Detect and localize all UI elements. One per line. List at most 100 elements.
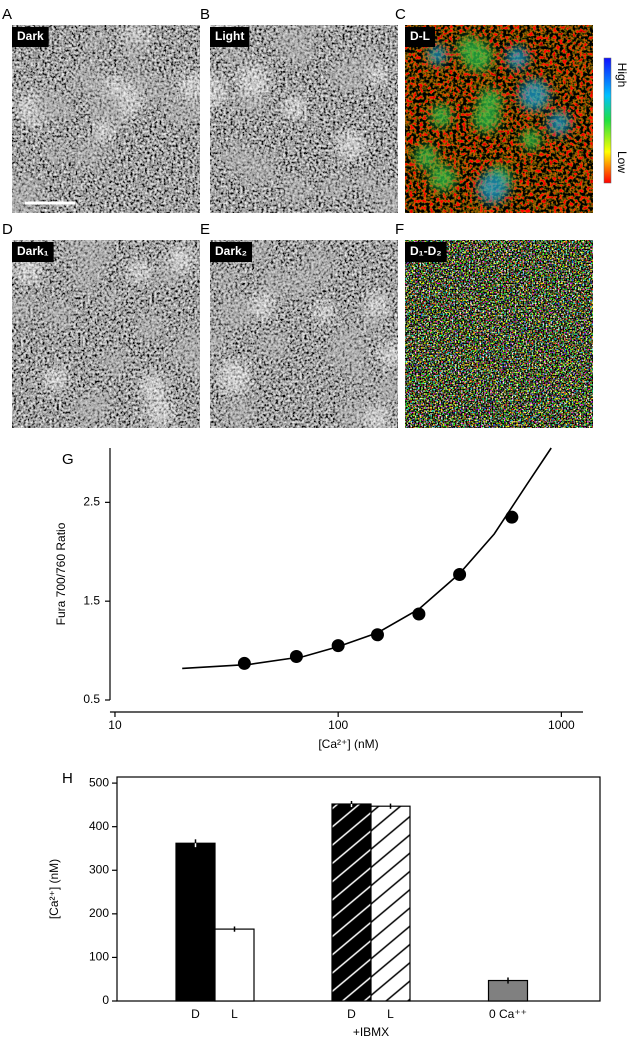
- y-tick-label: 100: [89, 950, 109, 964]
- cell: [127, 260, 151, 284]
- x-tick-label: 100: [328, 718, 348, 732]
- y-tick-label: 0: [102, 993, 109, 1007]
- cell: [427, 45, 447, 65]
- x-tick-label: L: [387, 1007, 394, 1021]
- cell: [338, 400, 366, 428]
- colorbar-high: High: [615, 63, 629, 88]
- cell: [236, 64, 270, 97]
- cell: [429, 104, 453, 128]
- image-panels: A Dark B Light C D-L D Dark₁ E Dark₂ F D₁-D₂: [2, 6, 593, 428]
- cell: [63, 240, 85, 256]
- cell: [363, 405, 390, 428]
- x-tick-label: D: [191, 1007, 200, 1021]
- colorbar: High Low: [603, 57, 629, 184]
- cell: [217, 360, 251, 394]
- cell: [472, 105, 501, 133]
- chart-letter: G: [62, 451, 74, 468]
- data-point: [370, 628, 384, 642]
- cell: [144, 78, 171, 104]
- image-panel: E Dark₂: [200, 221, 398, 428]
- y-axis-title: Fura 700/760 Ratio: [54, 522, 68, 625]
- cell: [136, 311, 166, 341]
- cell: [224, 398, 255, 428]
- cell: [355, 46, 377, 68]
- cell: [314, 301, 336, 323]
- panel-letter: A: [2, 6, 12, 23]
- image: [405, 240, 593, 428]
- cell: [88, 90, 122, 125]
- image: [405, 25, 593, 213]
- noise: [405, 240, 593, 428]
- panel-letter: B: [200, 6, 210, 23]
- y-tick-label: 0.5: [83, 692, 100, 706]
- cell: [368, 64, 389, 85]
- y-tick-label: 1.5: [83, 593, 100, 607]
- image: [12, 240, 200, 428]
- cell: [15, 187, 39, 212]
- cell: [33, 89, 62, 119]
- group-label: +IBMX: [353, 1025, 389, 1039]
- cell: [336, 130, 365, 160]
- bar: [370, 805, 411, 1002]
- image: [12, 25, 200, 213]
- cell: [378, 341, 398, 368]
- x-tick-label: 0 Ca⁺⁺: [489, 1007, 527, 1021]
- cell: [355, 172, 378, 195]
- cell: [86, 31, 108, 53]
- panel-label: Dark₁: [17, 244, 49, 258]
- y-tick-label: 300: [89, 862, 109, 876]
- panel-label: D-L: [410, 29, 430, 43]
- cell: [258, 330, 288, 360]
- cell: [322, 176, 346, 201]
- cell: [249, 293, 275, 319]
- cell: [139, 373, 168, 402]
- cell: [169, 339, 196, 366]
- cell: [282, 95, 307, 120]
- image: [210, 240, 398, 428]
- cell: [281, 174, 311, 204]
- panel-label: Dark₂: [215, 244, 247, 258]
- cell: [365, 292, 389, 317]
- panel-label: Light: [215, 29, 244, 43]
- x-tick-label: 10: [108, 718, 122, 732]
- cell: [103, 349, 130, 376]
- cell: [178, 72, 200, 100]
- data-point: [237, 656, 251, 670]
- bar: [214, 928, 255, 1002]
- cell: [259, 267, 291, 300]
- data-point: [412, 607, 426, 621]
- cell: [168, 246, 195, 273]
- cell: [414, 145, 438, 169]
- cell: [14, 256, 42, 285]
- panel-letter: F: [395, 221, 404, 238]
- cell: [126, 66, 150, 90]
- panel-letter: D: [2, 221, 13, 238]
- cell: [304, 249, 336, 281]
- charts: G0.51.52.510 100 1000[Ca²⁺] (nM)Fura 700/7…: [47, 447, 601, 1039]
- image-panel: C D-L: [395, 6, 593, 213]
- data-point: [453, 567, 467, 581]
- bar: [331, 803, 372, 1002]
- cell: [145, 397, 175, 427]
- cell: [518, 79, 550, 111]
- y-tick-label: 500: [89, 775, 109, 789]
- label-bg: [12, 242, 54, 262]
- cell: [335, 324, 364, 354]
- cell: [210, 328, 228, 354]
- cell: [101, 289, 122, 310]
- cell: [547, 111, 571, 135]
- x-axis-title: [Ca²⁺] (nM): [318, 737, 378, 751]
- cell: [74, 137, 105, 169]
- y-tick-label: 200: [89, 906, 109, 920]
- cells: [210, 240, 398, 428]
- data-point: [289, 650, 303, 664]
- colorbar-low: Low: [615, 151, 629, 173]
- cell: [215, 268, 238, 291]
- label-bg: [210, 27, 250, 47]
- x-tick-label: D: [347, 1007, 356, 1021]
- cell: [375, 182, 398, 213]
- cell: [210, 77, 226, 108]
- cell: [219, 293, 254, 329]
- x-tick-label: 1000: [548, 718, 575, 732]
- y-tick-label: 2.5: [83, 495, 100, 509]
